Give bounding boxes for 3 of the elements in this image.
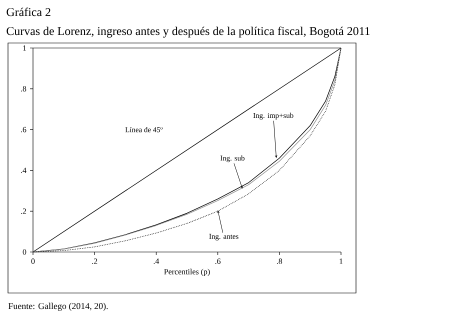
chart-title: Gráfica 2 bbox=[6, 8, 50, 16]
source-note: Fuente: Gallego (2014, 20). bbox=[8, 302, 108, 311]
chart-subtitle: Curvas de Lorenz, ingreso antes y después de la política fiscal, Bogotá 2011 bbox=[6, 26, 370, 38]
